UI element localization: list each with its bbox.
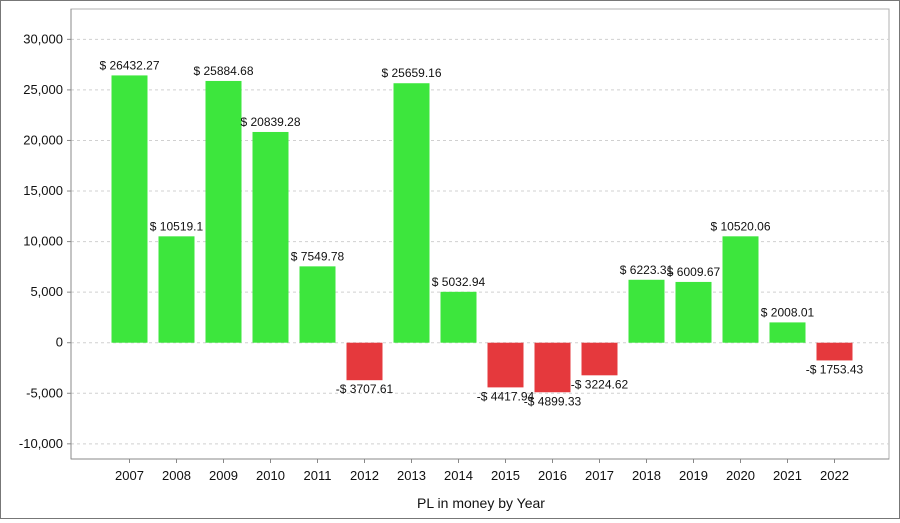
x-tick-label: 2008: [162, 468, 191, 483]
data-label: $ 25884.68: [193, 64, 253, 78]
data-label: $ 7549.78: [291, 249, 345, 263]
bar: [440, 291, 477, 343]
data-label: $ 6223.31: [620, 263, 674, 277]
bars: [111, 75, 853, 393]
x-tick-label: 2010: [256, 468, 285, 483]
x-tick-label: 2016: [538, 468, 567, 483]
data-label: -$ 1753.43: [806, 362, 864, 376]
data-label: $ 10520.06: [710, 219, 770, 233]
y-axis: -10,000 -5,000 0 5,000 10,000 15,000 20,000 25,…: [19, 9, 72, 459]
x-tick-label: 2013: [397, 468, 426, 483]
x-tick-label: 2009: [209, 468, 238, 483]
bar: [675, 281, 712, 343]
y-tick-label: 10,000: [23, 234, 63, 249]
x-tick-label: 2022: [820, 468, 849, 483]
bar: [628, 279, 665, 343]
bar: [346, 342, 383, 381]
data-label: $ 10519.1: [150, 219, 204, 233]
x-tick-label: 2018: [632, 468, 661, 483]
x-tick-label: 2021: [773, 468, 802, 483]
x-tick-label: 2014: [444, 468, 473, 483]
data-label: -$ 3707.61: [336, 382, 394, 396]
x-tick-label: 2007: [115, 468, 144, 483]
bar: [581, 342, 618, 376]
bar: [393, 83, 430, 343]
data-label: -$ 4899.33: [524, 394, 582, 408]
y-tick-label: -5,000: [26, 385, 63, 400]
x-tick-label: 2017: [585, 468, 614, 483]
data-label: -$ 3224.62: [571, 377, 629, 391]
data-label: $ 6009.67: [667, 265, 721, 279]
bar: [158, 236, 195, 343]
bar: [252, 131, 289, 343]
bar: [769, 322, 806, 343]
y-tick-label: 0: [56, 335, 63, 350]
data-labels: $ 26432.27 $ 10519.1 $ 25884.68 $ 20839.28 $…: [99, 58, 863, 408]
x-axis: 2007 2008 2009 2010 2011 2012 2013 2014 2015 2016…: [71, 458, 889, 483]
y-tick-label: 20,000: [23, 132, 63, 147]
x-tick-label: 2011: [304, 468, 332, 483]
x-tick-label: 2015: [491, 468, 520, 483]
x-axis-title: PL in money by Year: [417, 495, 545, 511]
bar: [299, 266, 336, 343]
bar: [816, 342, 853, 361]
data-label: $ 2008.01: [761, 305, 815, 319]
y-tick-label: 5,000: [30, 284, 63, 299]
bar: [722, 236, 759, 343]
data-label: $ 25659.16: [381, 66, 441, 80]
bar: [205, 80, 242, 343]
bar: [534, 342, 571, 393]
y-tick-label: 15,000: [23, 183, 63, 198]
x-tick-label: 2012: [350, 468, 379, 483]
bar: [487, 342, 524, 388]
x-tick-label: 2019: [679, 468, 708, 483]
y-tick-label: 30,000: [23, 31, 63, 46]
data-label: -$ 4417.94: [477, 389, 535, 403]
data-label: $ 20839.28: [240, 115, 300, 129]
y-tick-label: -10,000: [19, 436, 63, 451]
data-label: $ 26432.27: [99, 58, 159, 72]
data-label: $ 5032.94: [432, 275, 486, 289]
y-tick-label: 25,000: [23, 82, 63, 97]
x-tick-label: 2020: [726, 468, 755, 483]
bar: [111, 75, 148, 343]
